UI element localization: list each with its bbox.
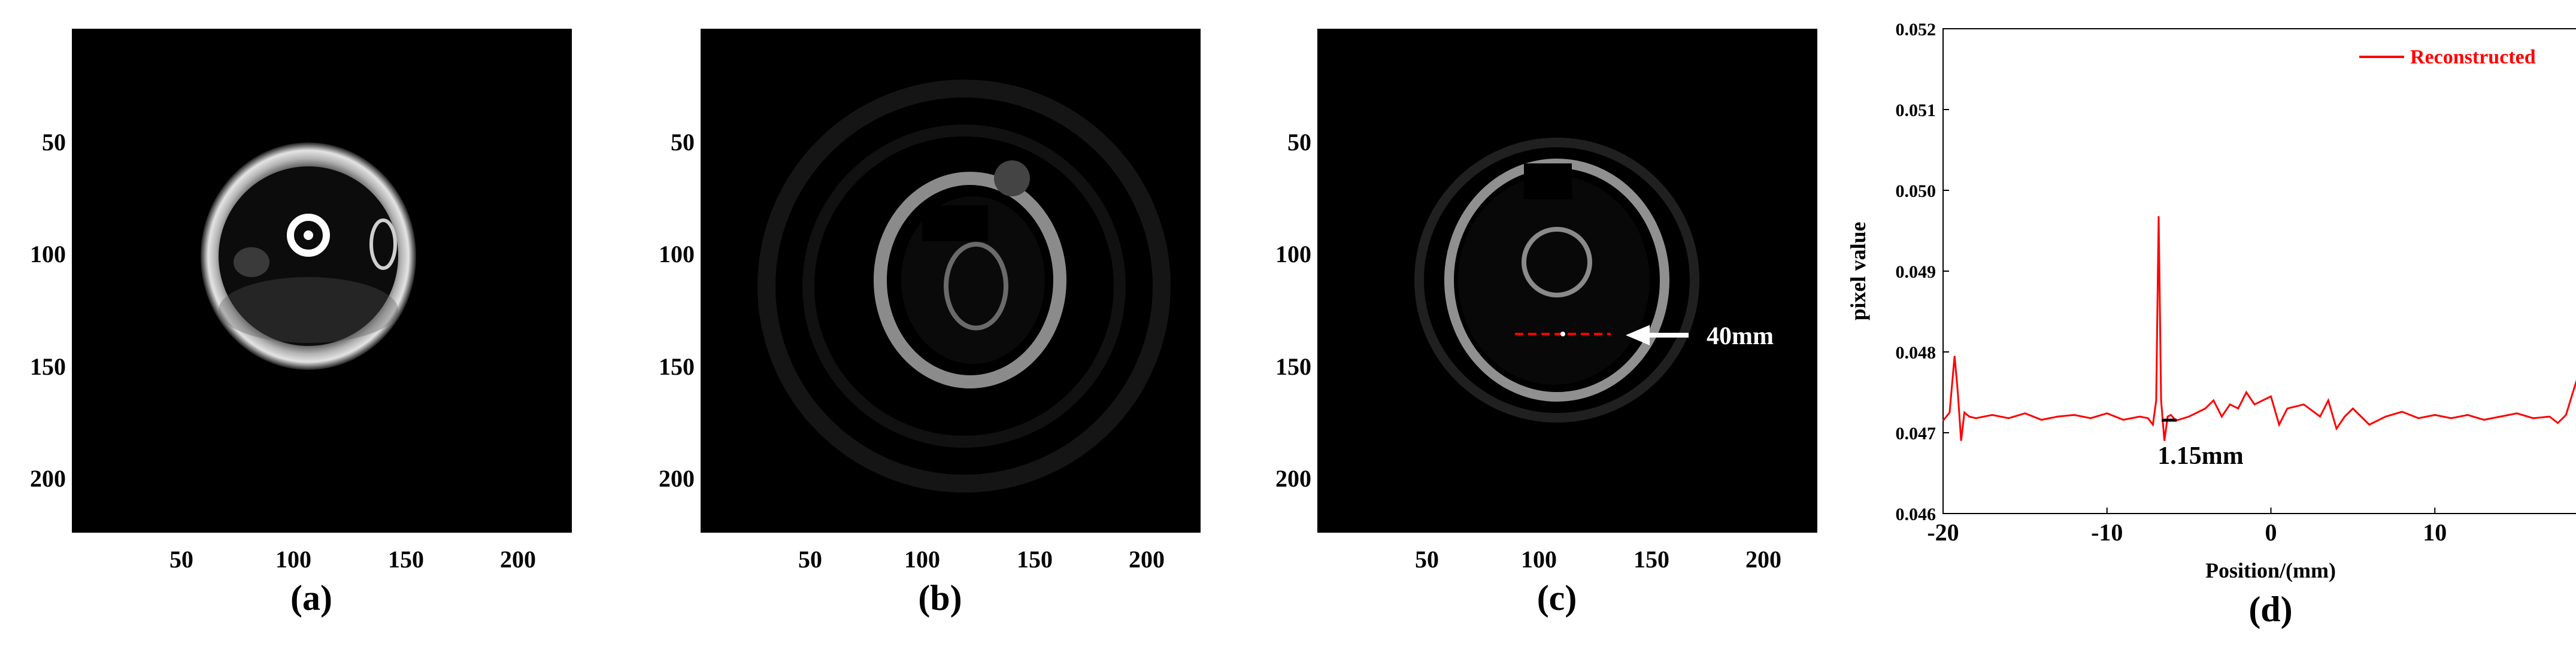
xtick-c-100: 100 xyxy=(1521,546,1557,573)
xtick-c-150: 150 xyxy=(1634,546,1669,573)
xtick-b-50: 50 xyxy=(798,546,822,573)
annotation-40mm: 40mm xyxy=(1707,323,1774,350)
xtick-c-50: 50 xyxy=(1415,546,1439,573)
y-tick-label: 0.051 xyxy=(1896,101,1936,120)
line-chart: 0.046 0.047 0.048 0.049 0.050 0.051 0.052 -20 -… xyxy=(1846,20,2576,629)
image-c-art xyxy=(1414,138,1699,423)
ytick-b-200: 200 xyxy=(659,465,695,492)
series-line-reconstructed xyxy=(1942,216,2576,441)
xtick-b-100: 100 xyxy=(904,546,940,573)
y-tick-label: 0.052 xyxy=(1896,20,1936,40)
reconstructed-image-c xyxy=(1317,29,1817,533)
ytick-c-150: 150 xyxy=(1275,353,1311,380)
ytick-c-50: 50 xyxy=(1287,129,1311,156)
ytick-a-50: 50 xyxy=(42,129,66,156)
xtick-a-200: 200 xyxy=(500,546,536,573)
xtick-c-200: 200 xyxy=(1745,546,1781,573)
legend-label: Reconstructed xyxy=(2410,46,2536,68)
x-tick-label: -20 xyxy=(1927,519,1959,546)
image-a-art xyxy=(201,142,416,370)
y-tick-label: 0.050 xyxy=(1896,181,1936,201)
caption-a: (a) xyxy=(290,578,332,618)
ytick-b-50: 50 xyxy=(671,129,695,156)
series-group xyxy=(1942,216,2576,441)
plot-frame xyxy=(1942,28,2576,514)
xtick-a-150: 150 xyxy=(388,546,424,573)
panel-d: 0.046 0.047 0.048 0.049 0.050 0.051 0.052 -20 -… xyxy=(1838,0,2576,647)
xtick-b-200: 200 xyxy=(1129,546,1165,573)
caption-c: (c) xyxy=(1536,578,1577,618)
image-b-art xyxy=(757,80,1171,493)
xtick-a-50: 50 xyxy=(169,546,193,573)
panel-c: 40mm 50 100 150 200 50 100 150 200 (c) xyxy=(1245,0,1844,647)
xtick-b-150: 150 xyxy=(1017,546,1053,573)
annotation-1.15mm: 1.15mm xyxy=(2157,442,2243,470)
reconstructed-image-b xyxy=(701,29,1201,533)
y-axis-label: pixel value xyxy=(1846,221,1870,320)
reconstructed-image-a xyxy=(72,29,572,533)
y-tick-label: 0.048 xyxy=(1896,343,1936,363)
caption-d: (d) xyxy=(2248,590,2292,629)
x-tick-label: 10 xyxy=(2423,519,2447,546)
x-tick-label: 0 xyxy=(2265,519,2277,546)
panel-b: 50 100 150 200 50 100 150 200 (b) xyxy=(629,0,1228,647)
y-tick-label: 0.049 xyxy=(1896,262,1936,282)
x-axis-ticks: -20-1001020 xyxy=(1927,508,2447,546)
ytick-c-200: 200 xyxy=(1275,465,1311,492)
panel-a: 50 100 150 200 50 100 150 200 (a) xyxy=(0,0,599,647)
x-tick-label: -10 xyxy=(2091,519,2123,546)
ytick-a-100: 100 xyxy=(30,241,66,268)
ytick-a-150: 150 xyxy=(30,353,66,380)
ytick-c-100: 100 xyxy=(1275,241,1311,268)
y-axis-ticks: 0.046 0.047 0.048 0.049 0.050 0.051 0.052 xyxy=(1896,20,1949,524)
x-axis-label: Position/(mm) xyxy=(2205,558,2336,582)
y-tick-label: 0.047 xyxy=(1896,424,1936,444)
xtick-a-100: 100 xyxy=(275,546,311,573)
caption-b: (b) xyxy=(918,578,962,618)
arrow-icon-c xyxy=(1626,325,1689,345)
ytick-b-150: 150 xyxy=(659,353,695,380)
ytick-a-200: 200 xyxy=(30,465,66,492)
y-tick-label: 0.046 xyxy=(1896,505,1936,524)
ytick-b-100: 100 xyxy=(659,241,695,268)
